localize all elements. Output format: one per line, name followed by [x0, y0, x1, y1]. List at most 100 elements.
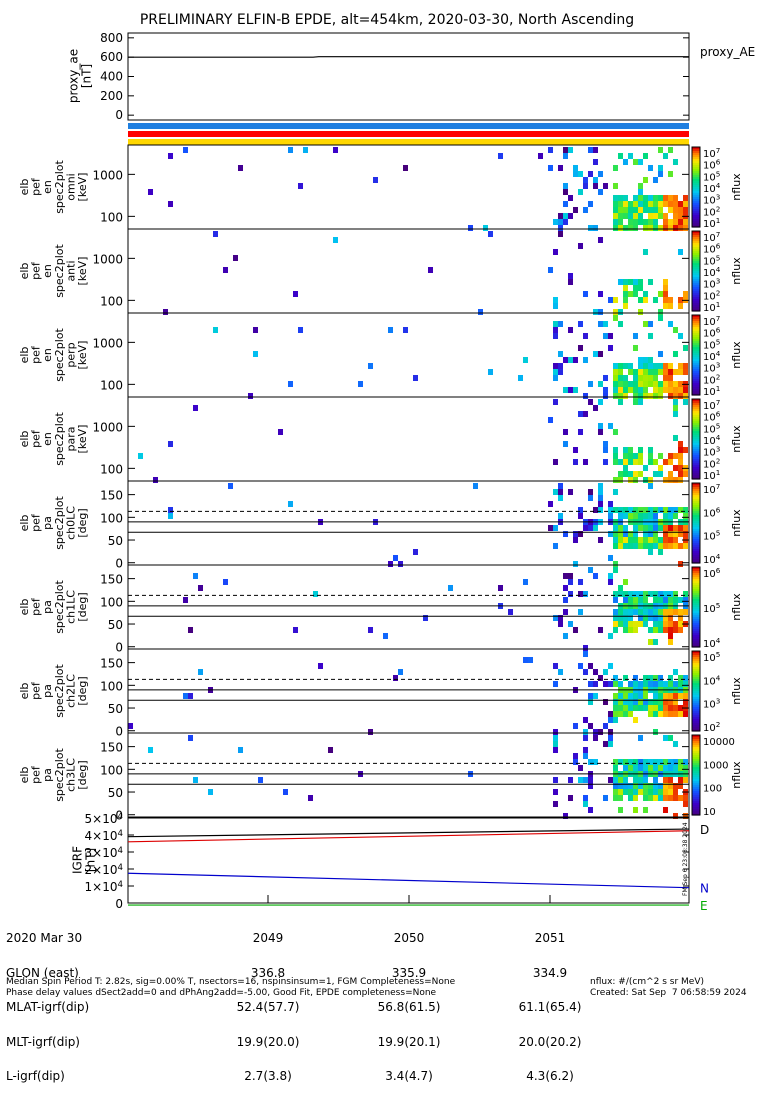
flux-pixel [558, 219, 563, 225]
flux-pixel [678, 249, 683, 255]
flux-pixel [683, 693, 688, 699]
flux-pixel [648, 375, 653, 381]
flux-pixel [623, 597, 628, 603]
flux-pixel [668, 393, 673, 399]
flux-pixel [673, 201, 678, 207]
flux-pixel [258, 777, 263, 783]
flux-pixel [623, 759, 628, 765]
flux-pixel [578, 321, 583, 327]
flux-pixel [628, 627, 633, 633]
flux-pixel [618, 393, 623, 399]
flux-pixel [643, 363, 648, 369]
flux-pixel [598, 501, 603, 507]
flux-pixel [573, 171, 578, 177]
flux-pixel [658, 681, 663, 687]
flux-pixel [653, 207, 658, 213]
flux-pixel [678, 759, 683, 765]
flux-pixel [668, 387, 673, 393]
flux-pixel [168, 507, 173, 513]
flux-pixel [668, 147, 673, 153]
flux-pixel [593, 759, 598, 765]
flux-pixel [668, 789, 673, 795]
colorbar-label: nflux [730, 509, 743, 537]
flux-pixel [633, 507, 638, 513]
flux-pixel [653, 681, 658, 687]
flux-pixel [583, 291, 588, 297]
flux-pixel [368, 363, 373, 369]
flux-pixel [583, 525, 588, 531]
flux-pixel [668, 609, 673, 615]
flux-pixel [558, 489, 563, 495]
colorbar-tick-label: 104 [703, 552, 721, 566]
flux-pixel [658, 765, 663, 771]
flux-pixel [638, 591, 643, 597]
flux-pixel [613, 627, 618, 633]
flux-pixel [623, 579, 628, 585]
flux-pixel [553, 543, 558, 549]
flux-pixel [683, 195, 688, 201]
flux-pixel [633, 219, 638, 225]
orbit-column-2050: 2050 335.9 56.8(61.5) 19.9(20.1) 3.4(4.7… [369, 910, 449, 1094]
flux-pixel [553, 249, 558, 255]
flux-pixel [673, 513, 678, 519]
flux-pixel [648, 225, 653, 231]
flux-pixel [618, 621, 623, 627]
flux-pixel [558, 363, 563, 369]
flux-pixel [623, 693, 628, 699]
flux-pixel [663, 375, 668, 381]
flux-pixel [498, 585, 503, 591]
y-tick-label: 600 [100, 50, 123, 64]
flux-pixel [678, 525, 683, 531]
flux-pixel [663, 507, 668, 513]
flux-pixel [638, 621, 643, 627]
flux-pixel [638, 285, 643, 291]
flux-pixel [638, 399, 643, 405]
flux-pixel [483, 225, 488, 231]
flux-pixel [578, 189, 583, 195]
igrf-line-N [128, 873, 689, 887]
flux-pixel [638, 387, 643, 393]
flux-pixel [678, 627, 683, 633]
flux-pixel [668, 765, 673, 771]
flux-pixel [628, 453, 633, 459]
flux-pixel [663, 213, 668, 219]
flux-pixel [633, 705, 638, 711]
flux-pixel [683, 513, 688, 519]
flux-pixel [658, 165, 663, 171]
flux-pixel [673, 351, 678, 357]
flux-pixel [658, 453, 663, 459]
flux-pixel [643, 681, 648, 687]
flux-pixel [563, 153, 568, 159]
flux-pixel [558, 225, 563, 231]
igrf-series-label: N [700, 882, 709, 896]
flux-pixel [663, 777, 668, 783]
igrf-side-note: FM Sep 6 23:08:38 2024 [682, 822, 689, 896]
colorbar-tick-label: 100 [703, 784, 722, 795]
flux-pixel [628, 387, 633, 393]
flux-pixel [593, 693, 598, 699]
flux-pixel [633, 201, 638, 207]
flux-pixel [683, 801, 688, 807]
flux-pixel [668, 207, 673, 213]
flux-pixel [633, 537, 638, 543]
flux-pixel [593, 183, 598, 189]
y-tick-label: 800 [100, 31, 123, 45]
flux-pixel [678, 777, 683, 783]
flux-pixel [618, 399, 623, 405]
flux-pixel [633, 807, 638, 813]
flux-pixel [628, 219, 633, 225]
y-tick-label: 200 [100, 89, 123, 103]
flux-pixel [563, 585, 568, 591]
flux-pixel [613, 543, 618, 549]
flux-pixel [673, 207, 678, 213]
flux-pixel [628, 711, 633, 717]
flux-pixel [638, 525, 643, 531]
flux-pixel [663, 795, 668, 801]
flux-pixel [678, 387, 683, 393]
flux-pixel [328, 747, 333, 753]
flux-pixel [308, 795, 313, 801]
flux-pixel [658, 315, 663, 321]
flux-pixel [643, 153, 648, 159]
flux-pixel [613, 789, 618, 795]
